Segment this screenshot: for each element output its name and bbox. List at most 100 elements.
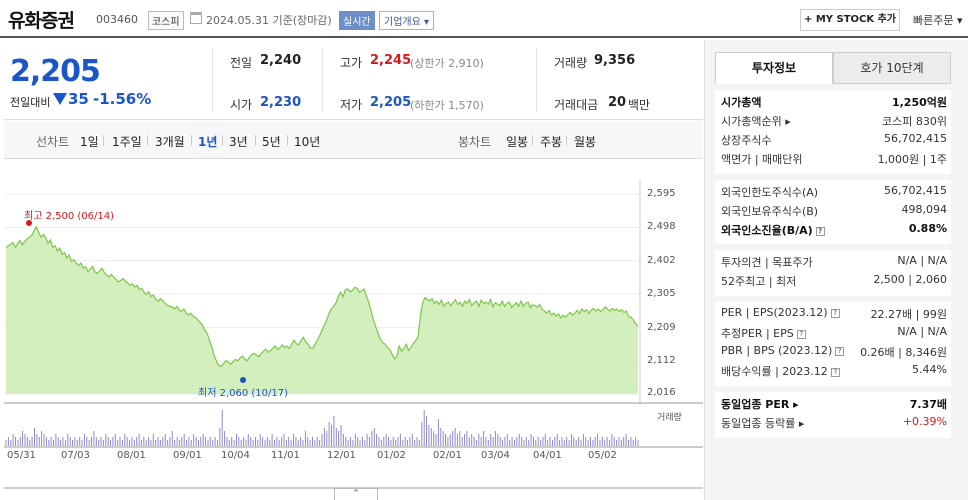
x-tick-label: 11/01 — [271, 450, 300, 461]
info-row-value: 7.37배 — [909, 398, 947, 411]
divider — [532, 135, 533, 146]
volume-label: 거래량 — [554, 56, 588, 70]
candle-chart-label: 봉차트 — [458, 135, 492, 149]
y-tick-label: 2,498 — [647, 221, 676, 232]
tab-investment-info[interactable]: 투자정보 — [715, 52, 833, 84]
low-marker — [240, 377, 246, 383]
price-chart-svg — [4, 180, 703, 489]
info-row-value: 코스피 830위 — [882, 115, 947, 128]
x-tick-label: 05/02 — [588, 450, 617, 461]
high-marker — [26, 220, 32, 226]
info-row-label: 상장주식수 — [721, 134, 772, 147]
info-row: 외국인보유주식수(B) 498,094 — [721, 203, 947, 221]
info-row-value: 0.88% — [908, 222, 947, 235]
x-tick-label: 12/01 — [327, 450, 356, 461]
period-3m[interactable]: 3개월 — [155, 135, 185, 149]
volume-legend: 거래량 — [657, 413, 682, 423]
upper-limit: (상한가 2,910) — [410, 57, 484, 70]
tab-order-book[interactable]: 호가 10단계 — [833, 52, 951, 84]
y-tick-label: 2,305 — [647, 288, 676, 299]
info-row-value: +0.39% — [902, 415, 947, 428]
info-row-label: 배당수익률 | 2023.12? — [721, 363, 840, 379]
x-tick-label: 05/31 — [7, 450, 36, 461]
info-tooltip-icon[interactable]: ? — [830, 309, 840, 318]
y-tick-label: 2,016 — [647, 387, 676, 398]
info-row-label: 외국인한도주식수(A) — [721, 186, 819, 199]
period-1d[interactable]: 1일 — [80, 135, 99, 149]
collapse-chart-button[interactable]: ⌃ — [334, 488, 378, 500]
info-row: PER | EPS(2023.12)? 22.27배 | 99원 — [721, 306, 947, 324]
info-tooltip-icon[interactable]: ? — [835, 347, 845, 356]
divider — [322, 48, 323, 112]
info-tooltip-icon[interactable]: ? — [796, 330, 806, 339]
price-chart: 2,595 2,498 2,402 2,305 2,209 2,112 2,01… — [4, 160, 703, 500]
info-tooltip-icon[interactable]: ? — [815, 227, 825, 236]
calendar-icon — [190, 12, 202, 24]
info-row: 시가총액 1,250억원 — [721, 94, 947, 112]
period-1w[interactable]: 1주일 — [112, 135, 142, 149]
x-tick-label: 08/01 — [117, 450, 146, 461]
prev-close-label: 전일 — [230, 56, 253, 70]
down-arrow-icon — [53, 93, 67, 105]
info-section: PER | EPS(2023.12)? 22.27배 | 99원 추정PER | E… — [715, 302, 951, 386]
info-row-label: 액면가 | 매매단위 — [721, 153, 803, 166]
change-label: 전일대비 — [10, 96, 51, 109]
trade-amount-value: 20 — [608, 95, 627, 110]
company-overview-dropdown[interactable]: 기업개요 ▾ — [379, 11, 434, 30]
add-mystock-button[interactable]: + MY STOCK 추가 — [800, 9, 900, 31]
info-tooltip-icon[interactable]: ? — [830, 368, 840, 377]
market-badge: 코스피 — [148, 11, 184, 30]
price-line — [5, 225, 639, 368]
period-5y[interactable]: 5년 — [262, 135, 281, 149]
info-row-value: 498,094 — [901, 203, 948, 216]
info-row: 동일업종 PER ▸ 7.37배 — [721, 396, 947, 414]
info-row: 동일업종 등락률 ▸ +0.39% — [721, 415, 947, 433]
high-annotation: 최고 2,500 (06/14) — [24, 211, 115, 222]
candle-weekly[interactable]: 주봉 — [540, 135, 563, 149]
line-chart-label: 선차트 — [36, 135, 70, 149]
price-area-fill — [6, 226, 638, 394]
info-row-value: 56,702,415 — [884, 132, 947, 145]
divider — [103, 135, 104, 146]
info-row-value: N/A | N/A — [897, 254, 947, 267]
low-value: 2,205 — [370, 95, 412, 110]
info-row-value: N/A | N/A — [897, 325, 947, 338]
info-row-label: 동일업종 등락률 ▸ — [721, 417, 805, 430]
x-tick-label: 04/01 — [533, 450, 562, 461]
info-row-label: 시가총액 — [721, 96, 762, 109]
info-row-label: 시가총액순위 ▸ — [721, 115, 791, 128]
info-row: PBR | BPS (2023.12)? 0.26배 | 8,346원 — [721, 344, 947, 362]
y-tick-label: 2,209 — [647, 322, 676, 333]
x-tick-label: 09/01 — [173, 450, 202, 461]
divider — [536, 48, 537, 112]
info-row-value: 1,250억원 — [891, 96, 947, 109]
period-3y[interactable]: 3년 — [229, 135, 248, 149]
info-row: 투자의견 | 목표주가 N/A | N/A — [721, 254, 947, 272]
info-section: 외국인한도주식수(A) 56,702,415 외국인보유주식수(B) 498,094 외… — [715, 180, 951, 244]
period-1y[interactable]: 1년 — [198, 135, 218, 149]
chart-period-bar: 선차트 1일 1주일 3개월 1년 3년 5년 10년 봉차트 일봉 주봉 월봉 — [4, 121, 703, 159]
period-10y[interactable]: 10년 — [294, 135, 321, 149]
info-row-value: 56,702,415 — [884, 184, 947, 197]
info-row-label: PER | EPS(2023.12)? — [721, 306, 840, 319]
realtime-button[interactable]: 실시간 — [339, 11, 375, 30]
info-row: 외국인소진율(B/A)? 0.88% — [721, 222, 947, 240]
price-summary: 2,205 전일대비 35 -1.56% 전일 2,240 고가 2,245 (… — [4, 40, 703, 120]
info-row: 추정PER | EPS? N/A | N/A — [721, 325, 947, 343]
info-row-label: 추정PER | EPS? — [721, 325, 806, 341]
info-section: 투자의견 | 목표주가 N/A | N/A 52주최고 | 최저 2,500 | 2,… — [715, 250, 951, 296]
divider — [287, 135, 288, 146]
open-label: 시가 — [230, 98, 253, 112]
candle-daily[interactable]: 일봉 — [506, 135, 529, 149]
y-tick-label: 2,112 — [647, 355, 676, 366]
prev-close-value: 2,240 — [260, 53, 302, 68]
info-row-value: 5.44% — [912, 363, 947, 376]
divider — [566, 135, 567, 146]
x-tick-label: 01/02 — [377, 450, 406, 461]
quick-order-button[interactable]: 빠른주문 ▾ — [913, 14, 963, 27]
info-row: 액면가 | 매매단위 1,000원 | 1주 — [721, 151, 947, 169]
candle-monthly[interactable]: 월봉 — [574, 135, 597, 149]
